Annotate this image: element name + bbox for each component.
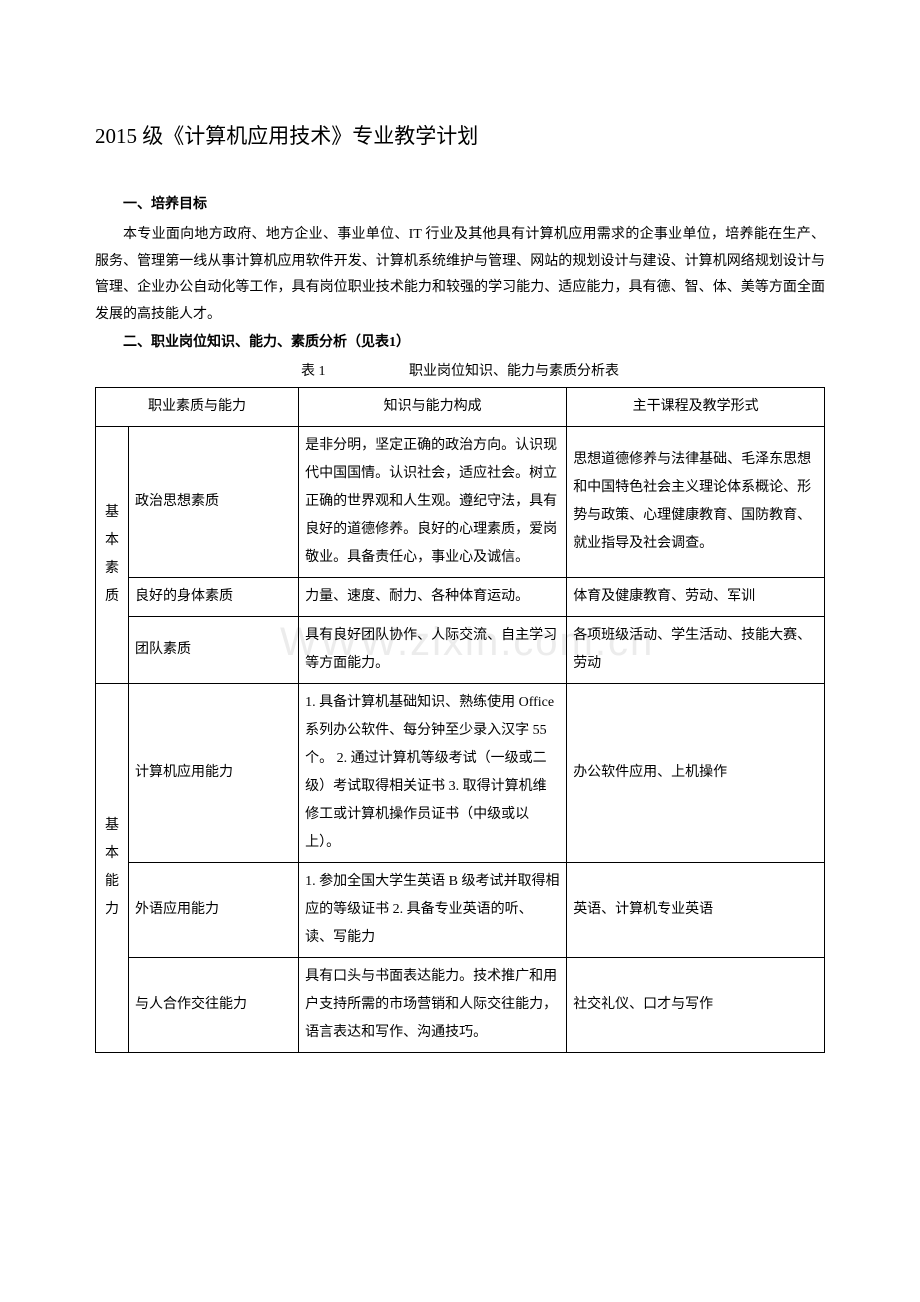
table-row: 良好的身体素质 力量、速度、耐力、各种体育运动。 体育及健康教育、劳动、军训	[96, 578, 825, 617]
course-cell: 社交礼仪、口才与写作	[567, 958, 825, 1053]
table-header-row: 职业素质与能力 知识与能力构成 主干课程及教学形式	[96, 388, 825, 427]
section-1-body: 本专业面向地方政府、地方企业、事业单位、IT 行业及其他具有计算机应用需求的企事…	[95, 222, 825, 328]
table-row: 外语应用能力 1. 参加全国大学生英语 B 级考试并取得相应的等级证书 2. 具…	[96, 863, 825, 958]
subcategory-cell: 团队素质	[128, 617, 298, 684]
knowledge-cell: 具有良好团队协作、人际交流、自主学习等方面能力。	[299, 617, 567, 684]
table-caption-title: 职业岗位知识、能力与素质分析表	[409, 364, 619, 379]
knowledge-cell: 是非分明，坚定正确的政治方向。认识现代中国国情。认识社会，适应社会。树立正确的世…	[299, 427, 567, 578]
subcategory-cell: 良好的身体素质	[128, 578, 298, 617]
knowledge-cell: 具有口头与书面表达能力。技术推广和用户支持所需的市场营销和人际交往能力，语言表达…	[299, 958, 567, 1053]
table-row: 基本素质 政治思想素质 是非分明，坚定正确的政治方向。认识现代中国国情。认识社会…	[96, 427, 825, 578]
table-caption: 表 1 职业岗位知识、能力与素质分析表	[95, 361, 825, 383]
document-title: 2015 级《计算机应用技术》专业教学计划	[95, 120, 825, 154]
analysis-table: 职业素质与能力 知识与能力构成 主干课程及教学形式 基本素质 政治思想素质 是非…	[95, 387, 825, 1053]
section-2-heading: 二、职业岗位知识、能力、素质分析（见表1）	[95, 332, 825, 354]
course-cell: 办公软件应用、上机操作	[567, 684, 825, 863]
header-col-1: 职业素质与能力	[96, 388, 299, 427]
course-cell: 英语、计算机专业英语	[567, 863, 825, 958]
category-cell: 基本素质	[96, 427, 129, 684]
knowledge-cell: 1. 参加全国大学生英语 B 级考试并取得相应的等级证书 2. 具备专业英语的听…	[299, 863, 567, 958]
section-1-heading: 一、培养目标	[95, 194, 825, 216]
subcategory-cell: 与人合作交往能力	[128, 958, 298, 1053]
knowledge-cell: 力量、速度、耐力、各种体育运动。	[299, 578, 567, 617]
course-cell: 各项班级活动、学生活动、技能大赛、劳动	[567, 617, 825, 684]
knowledge-cell: 1. 具备计算机基础知识、熟练使用 Office 系列办公软件、每分钟至少录入汉…	[299, 684, 567, 863]
category-cell: 基本能力	[96, 684, 129, 1053]
header-col-2: 知识与能力构成	[299, 388, 567, 427]
table-row: 基本能力 计算机应用能力 1. 具备计算机基础知识、熟练使用 Office 系列…	[96, 684, 825, 863]
table-row: 与人合作交往能力 具有口头与书面表达能力。技术推广和用户支持所需的市场营销和人际…	[96, 958, 825, 1053]
header-col-3: 主干课程及教学形式	[567, 388, 825, 427]
table-caption-number: 表 1	[301, 361, 326, 383]
course-cell: 体育及健康教育、劳动、军训	[567, 578, 825, 617]
document-content: 2015 级《计算机应用技术》专业教学计划 一、培养目标 本专业面向地方政府、地…	[95, 120, 825, 1053]
table-row: 团队素质 具有良好团队协作、人际交流、自主学习等方面能力。 各项班级活动、学生活…	[96, 617, 825, 684]
subcategory-cell: 外语应用能力	[128, 863, 298, 958]
course-cell: 思想道德修养与法律基础、毛泽东思想和中国特色社会主义理论体系概论、形势与政策、心…	[567, 427, 825, 578]
subcategory-cell: 政治思想素质	[128, 427, 298, 578]
subcategory-cell: 计算机应用能力	[128, 684, 298, 863]
